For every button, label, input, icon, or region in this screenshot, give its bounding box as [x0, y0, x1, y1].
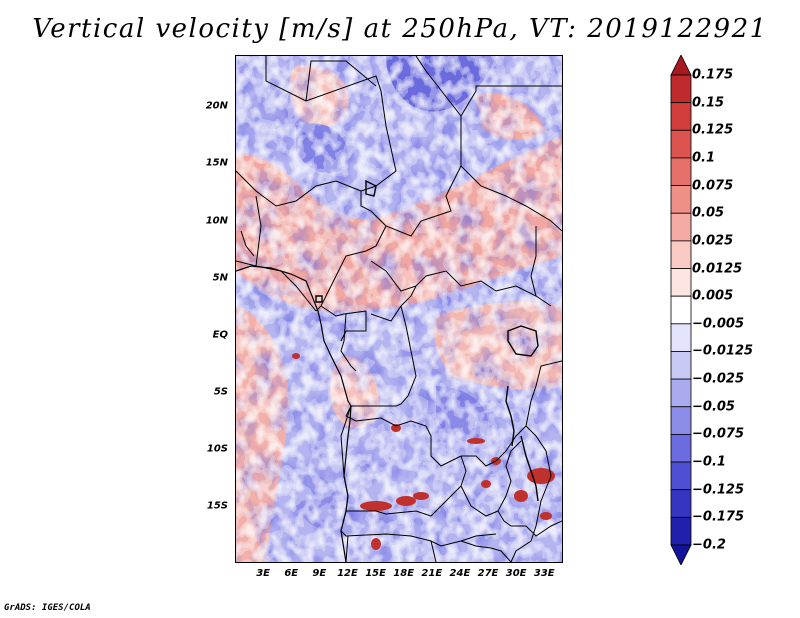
lakes — [315, 179, 539, 502]
latitude-label: 5S — [213, 386, 228, 398]
longitude-label: 6E — [284, 568, 299, 579]
colorbar-segment — [670, 74, 692, 104]
colorbar-segment — [670, 102, 692, 131]
colorbar-label: −0.1 — [692, 454, 726, 470]
latitude-label: 10S — [206, 443, 228, 455]
colorbar-segment — [670, 185, 692, 214]
colorbar-label: −0.125 — [692, 482, 745, 498]
colorbar-label: −0.0125 — [692, 343, 754, 359]
colorbar-segment — [670, 489, 692, 518]
longitude-label: 33E — [533, 568, 555, 579]
colorbar-label: 0.005 — [692, 288, 734, 304]
colorbar-label: −0.005 — [692, 316, 745, 332]
country-borders — [236, 56, 562, 562]
colorbar-segment — [670, 434, 692, 463]
longitude-label: 12E — [337, 568, 358, 579]
colorbar-segment — [670, 55, 692, 76]
longitude-label: 15E — [365, 568, 386, 579]
colorbar-segment — [670, 240, 692, 269]
colorbar-segment — [670, 129, 692, 159]
vertical-velocity-field — [236, 56, 562, 562]
latitude-label: 15N — [205, 157, 228, 169]
colorbar-segment — [670, 544, 692, 565]
longitude-label: 3E — [256, 568, 271, 579]
colorbar-label: −0.025 — [692, 371, 745, 387]
credit-text: GrADS: IGES/COLA — [4, 603, 91, 613]
latitude-label: 20N — [205, 100, 228, 112]
colorbar-label: 0.0125 — [692, 261, 743, 277]
colorbar-segment — [670, 212, 692, 242]
longitude-label: 24E — [449, 568, 471, 579]
colorbar-segment — [670, 295, 692, 325]
latitude-label: 5N — [212, 272, 228, 284]
colorbar-segment — [670, 406, 692, 435]
latitude-label: EQ — [212, 329, 228, 341]
colorbar-label: −0.075 — [692, 426, 745, 442]
colorbar-label: 0.15 — [692, 95, 725, 111]
longitude-label: 9E — [312, 568, 327, 579]
colorbar-label: −0.175 — [692, 509, 745, 525]
colorbar-segment — [670, 461, 692, 491]
colorbar-label: 0.025 — [692, 233, 734, 249]
colorbar-segment — [670, 378, 692, 408]
map-plot-area — [235, 55, 563, 563]
colorbar-segment — [670, 516, 692, 546]
longitude-label: 21E — [421, 568, 443, 579]
colorbar-label: −0.05 — [692, 399, 735, 415]
colorbar-label: 0.175 — [692, 67, 734, 83]
longitude-label: 27E — [477, 568, 499, 579]
colorbar-segment — [670, 157, 692, 186]
colorbar-segment — [670, 268, 692, 297]
colorbar-label: −0.2 — [692, 537, 726, 553]
colorbar-label: 0.05 — [692, 205, 725, 221]
longitude-label: 18E — [393, 568, 415, 579]
longitude-label: 30E — [505, 568, 527, 579]
latitude-label: 15S — [206, 500, 228, 512]
colorbar-label: 0.075 — [692, 178, 734, 194]
coastline — [236, 265, 352, 562]
chart-title: Vertical velocity [m/s] at 250hPa, VT: 2… — [32, 14, 768, 44]
colorbar-segment — [670, 323, 692, 352]
colorbar — [670, 55, 692, 565]
colorbar-label: 0.125 — [692, 122, 734, 138]
colorbar-label: 0.1 — [692, 150, 716, 166]
colorbar-segment — [670, 351, 692, 380]
latitude-label: 10N — [205, 215, 228, 227]
